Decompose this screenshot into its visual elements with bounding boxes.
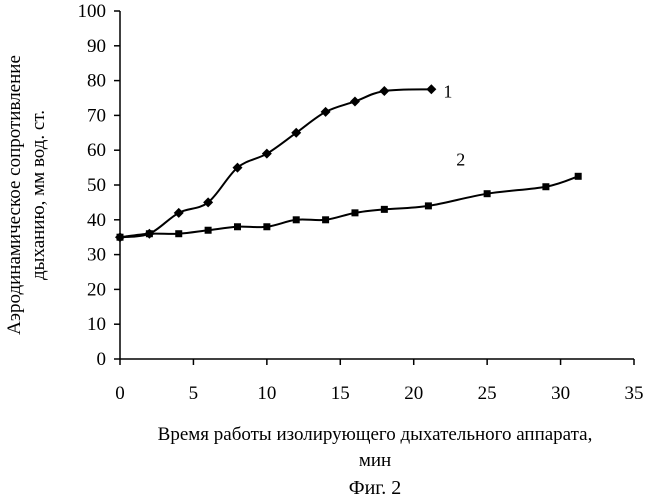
y-axis-title-line2: дыханию, мм вод. ст. [28, 110, 49, 280]
series-2-point [542, 183, 549, 190]
y-tick-label: 60 [87, 140, 106, 161]
series-group: 12 [115, 81, 582, 242]
series-1-point [379, 86, 389, 96]
x-tick-label: 30 [551, 383, 570, 404]
series-2-point [205, 227, 212, 234]
series-2-point [293, 216, 300, 223]
series-2: 2 [117, 149, 582, 240]
series-1-line [120, 89, 431, 237]
series-2-point [484, 190, 491, 197]
x-axis-title-line2: мин [359, 450, 391, 471]
y-axis-ticks: 0 10 20 30 40 50 60 70 80 90 100 [78, 1, 121, 370]
x-tick-label: 10 [257, 383, 276, 404]
series-2-label: 2 [456, 149, 465, 169]
y-tick-label: 90 [87, 36, 106, 57]
series-1-label: 1 [443, 81, 452, 101]
series-1-point [174, 208, 184, 218]
series-1-point [426, 84, 436, 94]
x-tick-label: 15 [331, 383, 350, 404]
series-1-point [321, 107, 331, 117]
y-tick-label: 40 [87, 210, 106, 231]
x-axis-ticks: 0 5 10 15 20 25 30 35 [115, 359, 643, 404]
x-tick-label: 0 [115, 383, 125, 404]
y-tick-label: 0 [97, 349, 107, 370]
series-2-point [351, 209, 358, 216]
series-2-line [120, 176, 578, 237]
y-tick-label: 100 [78, 1, 107, 22]
series-2-point [425, 202, 432, 209]
figure-caption: Фиг. 2 [349, 477, 401, 499]
y-tick-label: 70 [87, 105, 106, 126]
y-tick-label: 50 [87, 175, 106, 196]
x-tick-label: 35 [625, 383, 644, 404]
series-1: 1 [115, 81, 452, 242]
series-2-point [175, 230, 182, 237]
y-tick-label: 30 [87, 245, 106, 266]
x-axis-title-line1: Время работы изолирующего дыхательного а… [158, 424, 593, 445]
series-2-point [381, 206, 388, 213]
y-tick-label: 20 [87, 279, 106, 300]
y-tick-label: 10 [87, 314, 106, 335]
series-2-point [322, 216, 329, 223]
series-2-point [117, 234, 124, 241]
series-1-point [350, 96, 360, 106]
series-2-point [146, 230, 153, 237]
series-1-point [262, 149, 272, 159]
y-tick-label: 80 [87, 71, 106, 92]
y-axis-title-line1: Аэродинамическое сопротивление [4, 55, 25, 335]
series-2-point [263, 223, 270, 230]
x-tick-label: 5 [189, 383, 199, 404]
series-2-point [234, 223, 241, 230]
x-tick-label: 20 [404, 383, 423, 404]
series-2-point [575, 173, 582, 180]
x-tick-label: 25 [478, 383, 497, 404]
